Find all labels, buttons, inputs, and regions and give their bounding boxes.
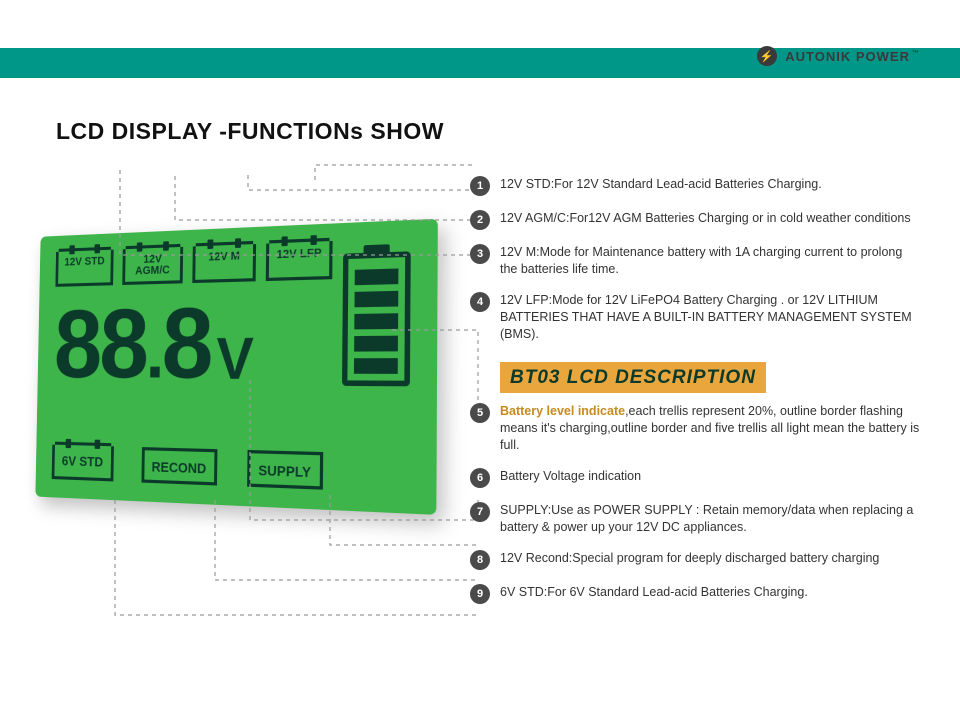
- callout-bullet-icon: 8: [470, 550, 490, 570]
- bolt-icon: ⚡: [757, 46, 777, 66]
- callout-bullet-icon: 4: [470, 292, 490, 312]
- callout-text: 6V STD:For 6V Standard Lead-acid Batteri…: [500, 584, 920, 604]
- mode-12v-agmc: 12V AGM/C: [122, 247, 183, 285]
- bottom-row: 6V STD RECOND SUPPLY: [52, 445, 323, 490]
- callout-9: 9 6V STD:For 6V Standard Lead-acid Batter…: [470, 584, 920, 604]
- seven-segment: 88.8: [53, 293, 211, 395]
- callout-text: Battery Voltage indication: [500, 468, 920, 488]
- callout-bullet-icon: 6: [470, 468, 490, 488]
- callout-list: 1 12V STD:For 12V Standard Lead-acid Batt…: [470, 176, 920, 618]
- callout-text: 12V AGM/C:For12V AGM Batteries Charging …: [500, 210, 920, 230]
- callout-bullet-icon: 9: [470, 584, 490, 604]
- volt-unit: V: [216, 328, 254, 388]
- callout-bullet-icon: 3: [470, 244, 490, 264]
- brand-logo: ⚡ AUTONIK POWER™: [757, 46, 920, 66]
- callout-text: Battery level indicate,each trellis repr…: [500, 403, 920, 454]
- mode-6v-std: 6V STD: [52, 445, 114, 482]
- callout-6: 6 Battery Voltage indication: [470, 468, 920, 488]
- callout-bullet-icon: 7: [470, 502, 490, 522]
- brand-name: AUTONIK POWER: [785, 49, 910, 64]
- mode-12v-lfp: 12V LFP: [266, 241, 333, 281]
- callout-text: 12V Recond:Special program for deeply di…: [500, 550, 920, 570]
- callout-5: 5 Battery level indicate,each trellis rep…: [470, 403, 920, 454]
- callout-bullet-icon: 1: [470, 176, 490, 196]
- mode-recond: RECOND: [141, 447, 217, 485]
- page-title: LCD DISPLAY -FUNCTIONs SHOW: [56, 118, 444, 145]
- callout-bullet-icon: 5: [470, 403, 490, 423]
- callout-2: 2 12V AGM/C:For12V AGM Batteries Charging…: [470, 210, 920, 230]
- callout-1: 1 12V STD:For 12V Standard Lead-acid Batt…: [470, 176, 920, 196]
- battery-level-icon: [342, 251, 411, 386]
- callout-text: 12V STD:For 12V Standard Lead-acid Batte…: [500, 176, 920, 196]
- callout-7: 7 SUPPLY:Use as POWER SUPPLY : Retain mem…: [470, 502, 920, 536]
- mode-supply: SUPPLY: [247, 450, 323, 490]
- callout-text: 12V M:Mode for Maintenance battery with …: [500, 244, 920, 278]
- trademark-icon: ™: [912, 50, 920, 57]
- mode-12v-std: 12V STD: [55, 250, 113, 287]
- callout-3: 3 12V M:Mode for Maintenance battery with…: [470, 244, 920, 278]
- callout-text: 12V LFP:Mode for 12V LiFePO4 Battery Cha…: [500, 292, 920, 343]
- callout-4: 4 12V LFP:Mode for 12V LiFePO4 Battery Ch…: [470, 292, 920, 343]
- callout-bullet-icon: 2: [470, 210, 490, 230]
- mode-12v-m: 12V M: [192, 244, 256, 283]
- section-heading: BT03 LCD DESCRIPTION: [500, 362, 766, 393]
- lcd-panel: 12V STD 12V AGM/C 12V M 12V LFP 88.8 V 6…: [38, 236, 438, 496]
- callout-text: SUPPLY:Use as POWER SUPPLY : Retain memo…: [500, 502, 920, 536]
- callout-8: 8 12V Recond:Special program for deeply d…: [470, 550, 920, 570]
